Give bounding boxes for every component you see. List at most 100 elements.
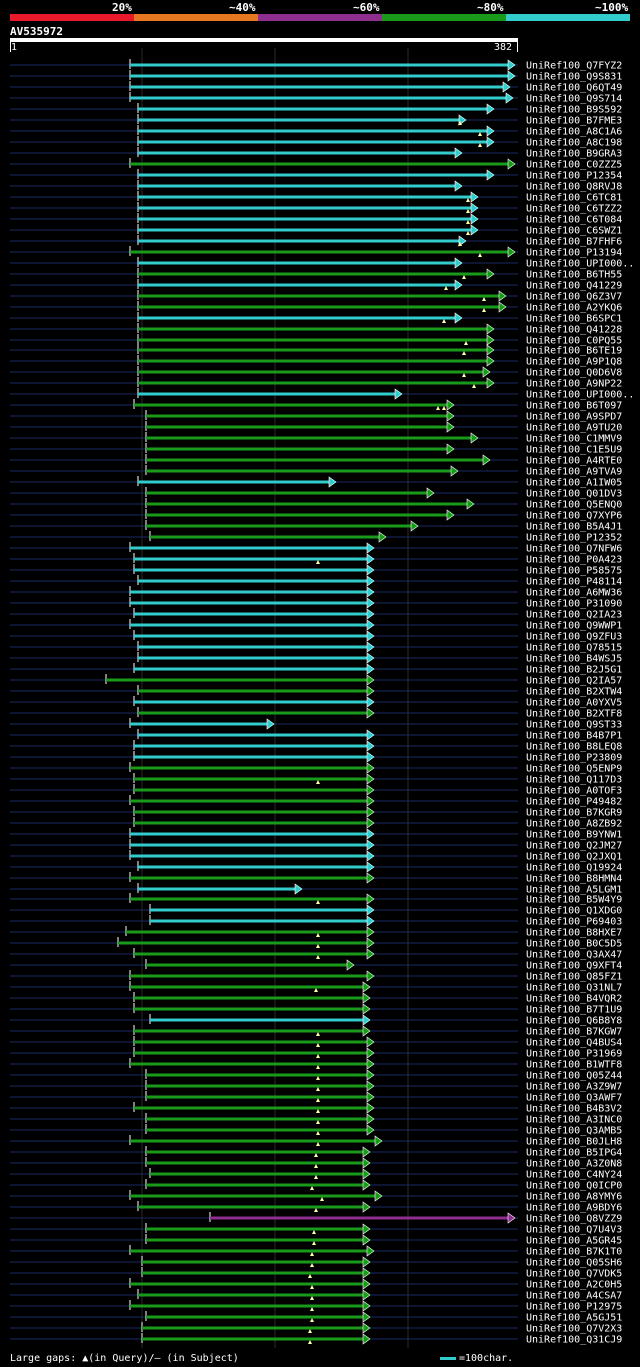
hit-row[interactable]: UniRef100_P12354 <box>10 169 622 182</box>
hit-row[interactable]: UniRef100_C1E5U9 <box>10 443 622 456</box>
hit-row[interactable]: UniRef100_C6TC81 <box>10 191 622 204</box>
hit-row[interactable]: UniRef100_Q41228 <box>10 323 622 336</box>
hit-row[interactable]: UniRef100_Q9XFT4 <box>10 959 622 972</box>
hit-row[interactable]: UniRef100_C6SWZ1 <box>10 224 622 237</box>
hit-row[interactable]: UniRef100_A9P1Q8 <box>10 355 622 368</box>
hit-row[interactable]: UniRef100_UPI000.. <box>10 388 634 401</box>
hit-row[interactable]: UniRef100_A8C1A6 <box>10 125 622 138</box>
hit-row[interactable]: UniRef100_B7KGW7 <box>10 1025 622 1038</box>
hit-row[interactable]: UniRef100_B7FHF6 <box>10 235 622 248</box>
hit-row[interactable]: UniRef100_Q6B8Y8 <box>10 1014 622 1027</box>
hit-row[interactable]: UniRef100_Q4BUS4 <box>10 1036 622 1049</box>
hit-row[interactable]: UniRef100_A9TU20 <box>10 421 622 434</box>
hit-row[interactable]: UniRef100_A9BDY6 <box>10 1201 622 1214</box>
hit-row[interactable]: UniRef100_A5GR45 <box>10 1234 622 1247</box>
hit-row[interactable]: UniRef100_A3Z0N8 <box>10 1157 622 1170</box>
hit-row[interactable]: UniRef100_Q3AMB5 <box>10 1124 622 1137</box>
hit-row[interactable]: UniRef100_A2C0H5 <box>10 1278 622 1291</box>
hit-row[interactable]: UniRef100_Q78515 <box>10 641 622 654</box>
hit-row[interactable]: UniRef100_P48114 <box>10 575 622 588</box>
hit-row[interactable]: UniRef100_A9TVA9 <box>10 465 622 478</box>
hit-row[interactable]: UniRef100_Q6QT49 <box>10 81 622 94</box>
hit-row[interactable]: UniRef100_Q3AWF7 <box>10 1091 622 1104</box>
hit-row[interactable]: UniRef100_C0PQ55 <box>10 334 622 347</box>
hit-row[interactable]: UniRef100_Q7U4V3 <box>10 1223 622 1236</box>
hit-row[interactable]: UniRef100_B7K1T0 <box>10 1245 622 1258</box>
hit-row[interactable]: UniRef100_A8ZB92 <box>10 817 622 830</box>
hit-row[interactable]: UniRef100_C4NY24 <box>10 1168 622 1181</box>
hit-row[interactable]: UniRef100_B4WSJ5 <box>10 652 622 665</box>
hit-row[interactable]: UniRef100_Q6Z3V7 <box>10 290 622 303</box>
hit-row[interactable]: UniRef100_A3INC0 <box>10 1113 622 1126</box>
hit-row[interactable]: UniRef100_B0C5D5 <box>10 937 622 950</box>
hit-row[interactable]: UniRef100_B8LEQ8 <box>10 740 622 753</box>
hit-row[interactable]: UniRef100_Q1XDG0 <box>10 904 622 917</box>
hit-row[interactable]: UniRef100_B6T097 <box>10 399 622 412</box>
hit-row[interactable]: UniRef100_P31090 <box>10 597 622 610</box>
hit-row[interactable]: UniRef100_P31969 <box>10 1047 622 1060</box>
hit-row[interactable]: UniRef100_Q31NL7 <box>10 981 622 994</box>
hit-row[interactable]: UniRef100_P49482 <box>10 795 622 808</box>
hit-row[interactable]: UniRef100_P69403 <box>10 915 622 928</box>
hit-row[interactable]: UniRef100_Q2JM27 <box>10 839 622 852</box>
hit-row[interactable]: UniRef100_Q01DV3 <box>10 487 622 500</box>
hit-row[interactable]: UniRef100_Q9WWP1 <box>10 619 622 632</box>
hit-row[interactable]: UniRef100_B7KGR9 <box>10 806 622 819</box>
hit-row[interactable]: UniRef100_B7FME3 <box>10 114 622 127</box>
hit-row[interactable]: UniRef100_B0JLH8 <box>10 1135 622 1148</box>
hit-row[interactable]: UniRef100_Q7FYZ2 <box>10 59 622 72</box>
hit-row[interactable]: UniRef100_Q9S714 <box>10 92 622 105</box>
hit-row[interactable]: UniRef100_P0A423 <box>10 553 622 566</box>
hit-row[interactable]: UniRef100_Q3AX47 <box>10 948 622 961</box>
hit-row[interactable]: UniRef100_A4RTE0 <box>10 454 622 467</box>
hit-row[interactable]: UniRef100_Q117D3 <box>10 773 622 786</box>
hit-row[interactable]: UniRef100_A8C198 <box>10 136 622 149</box>
hit-row[interactable]: UniRef100_A2YKQ6 <box>10 301 622 314</box>
hit-row[interactable]: UniRef100_A8YMY6 <box>10 1190 622 1203</box>
hit-row[interactable]: UniRef100_Q7XYP6 <box>10 509 622 522</box>
hit-row[interactable]: UniRef100_B4B3V2 <box>10 1102 622 1115</box>
hit-row[interactable]: UniRef100_Q9ZFU3 <box>10 630 622 643</box>
hit-row[interactable]: UniRef100_C0ZZZ5 <box>10 158 622 171</box>
hit-row[interactable]: UniRef100_A4CSA7 <box>10 1289 622 1302</box>
hit-row[interactable]: UniRef100_A9SPD7 <box>10 410 622 423</box>
hit-row[interactable]: UniRef100_Q2IA57 <box>10 674 622 687</box>
hit-row[interactable]: UniRef100_A5LGM1 <box>10 883 622 896</box>
hit-row[interactable]: UniRef100_Q5ENP9 <box>10 762 622 775</box>
hit-row[interactable]: UniRef100_Q7VDK5 <box>10 1267 622 1280</box>
hit-row[interactable]: UniRef100_C6TZZ2 <box>10 202 622 215</box>
hit-row[interactable]: UniRef100_Q0ICP0 <box>10 1179 622 1192</box>
hit-row[interactable]: UniRef100_P12352 <box>10 531 622 544</box>
hit-row[interactable]: UniRef100_Q41229 <box>10 279 622 292</box>
hit-row[interactable]: UniRef100_A1IW05 <box>10 476 622 489</box>
hit-row[interactable]: UniRef100_Q8VZZ9 <box>10 1212 622 1225</box>
hit-row[interactable]: UniRef100_B8HXE7 <box>10 926 622 939</box>
hit-row[interactable]: UniRef100_B4VQR2 <box>10 992 622 1005</box>
hit-row[interactable]: UniRef100_Q5ENQ0 <box>10 498 622 511</box>
hit-row[interactable]: UniRef100_Q05Z44 <box>10 1069 622 1082</box>
hit-row[interactable]: UniRef100_Q19924 <box>10 861 622 874</box>
hit-row[interactable]: UniRef100_P12975 <box>10 1300 622 1313</box>
hit-row[interactable]: UniRef100_B6TH55 <box>10 268 622 281</box>
hit-row[interactable]: UniRef100_A0YXV5 <box>10 696 622 709</box>
hit-row[interactable]: UniRef100_Q2JXQ1 <box>10 850 622 863</box>
hit-row[interactable]: UniRef100_B5A4J1 <box>10 520 622 533</box>
hit-row[interactable]: UniRef100_Q31CJ9 <box>10 1333 622 1346</box>
hit-row[interactable]: UniRef100_B5IPG4 <box>10 1146 622 1159</box>
hit-row[interactable]: UniRef100_B6SPC1 <box>10 312 622 325</box>
hit-row[interactable]: UniRef100_A0TOF3 <box>10 784 622 797</box>
hit-row[interactable]: UniRef100_Q8RVJ8 <box>10 180 622 193</box>
hit-row[interactable]: UniRef100_B9YNW1 <box>10 828 622 841</box>
hit-row[interactable]: UniRef100_B5W4Y9 <box>10 893 622 906</box>
hit-row[interactable]: UniRef100_P23809 <box>10 751 622 764</box>
hit-row[interactable]: UniRef100_B9GRA3 <box>10 147 622 160</box>
hit-row[interactable]: UniRef100_P13194 <box>10 246 622 259</box>
hit-row[interactable]: UniRef100_Q9S831 <box>10 70 622 83</box>
hit-row[interactable]: UniRef100_Q05SH6 <box>10 1256 622 1269</box>
hit-row[interactable]: UniRef100_A9NP22 <box>10 377 622 390</box>
hit-row[interactable]: UniRef100_B7T1U9 <box>10 1003 622 1016</box>
hit-row[interactable]: UniRef100_B2XTW4 <box>10 685 622 698</box>
hit-row[interactable]: UniRef100_B2XTF8 <box>10 707 622 720</box>
hit-row[interactable]: UniRef100_Q7NFW6 <box>10 542 622 555</box>
hit-row[interactable]: UniRef100_C1MMV9 <box>10 432 622 445</box>
